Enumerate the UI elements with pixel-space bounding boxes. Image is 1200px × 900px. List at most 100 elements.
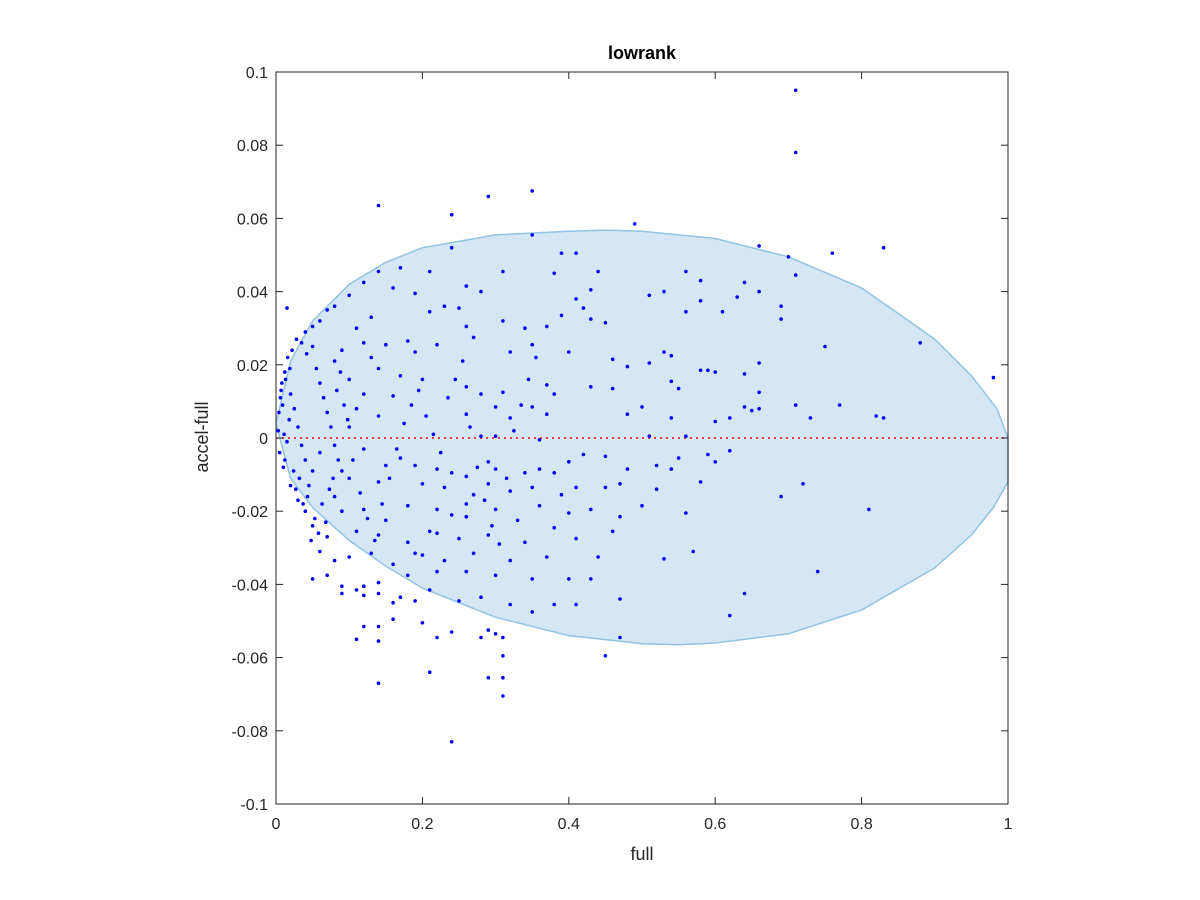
data-point [742,280,747,285]
x-tick-label: 0.8 [850,816,872,833]
data-point [449,740,454,744]
data-point [347,476,352,481]
data-point [881,416,886,420]
data-point [283,370,287,374]
data-point [486,533,491,537]
y-axis: -0.1 -0.08 -0.06 -0.04 -0.02 0 0.02 0.04 0.06 0.0… [232,65,1008,814]
x-tick-label: 0 [272,816,281,833]
data-point [413,599,417,603]
data-point [779,304,783,309]
data-point [504,476,509,481]
data-point [610,357,615,362]
data-point [640,405,644,409]
data-point [508,489,512,493]
data-point [567,511,571,515]
data-point [574,297,578,301]
data-point [464,284,469,288]
data-point [603,320,608,325]
data-point [713,370,717,374]
data-point [391,600,395,605]
data-point [676,386,681,391]
data-point [479,434,483,439]
data-point [376,414,381,418]
data-point [676,456,681,460]
data-point [508,416,512,420]
data-point [391,394,395,398]
data-point [307,483,311,488]
data-point [545,324,549,329]
data-point [427,670,432,674]
data-point [654,463,659,468]
data-point [384,463,388,468]
data-point [508,602,512,607]
data-point [424,414,428,418]
data-point [618,482,622,486]
data-point [501,269,505,274]
data-point [316,531,321,535]
data-point [340,469,344,473]
data-point [376,591,381,596]
data-point [545,412,549,417]
data-point [501,390,505,395]
data-point [332,558,337,563]
data-point [301,502,305,506]
data-point [384,518,388,523]
data-point [618,635,622,640]
data-point [338,370,343,374]
data-point [991,375,996,380]
data-point [320,502,324,506]
data-point [310,469,315,473]
data-point [552,525,556,530]
data-point [435,531,439,535]
data-point [281,465,286,470]
y-tick-label: 0 [259,431,268,448]
y-tick-label: 0.04 [237,285,268,302]
data-point [779,494,783,499]
data-point [464,385,469,389]
data-point [497,542,502,546]
data-point [567,350,571,354]
data-point [398,266,403,270]
data-point [438,450,443,455]
data-point [786,254,791,259]
data-point [297,476,302,481]
data-point [493,467,498,471]
data-point [512,428,516,433]
data-point [713,460,717,464]
data-point [416,388,421,393]
data-point [332,359,337,363]
data-point [369,355,374,360]
data-point [545,383,549,387]
data-point [508,558,512,563]
data-point [654,487,659,492]
data-point [552,471,556,475]
data-point [354,529,359,534]
data-point [277,410,281,415]
data-point [625,412,630,417]
data-point [757,406,761,411]
data-point [581,452,586,457]
data-point [376,269,381,274]
y-tick-label: -0.08 [232,724,269,741]
data-point [285,306,289,310]
data-point [296,425,300,429]
data-point [475,465,480,470]
data-point [808,416,813,420]
data-point [420,377,425,382]
y-tick-label: -0.1 [240,797,268,814]
data-point [589,507,593,512]
data-point [501,319,505,323]
data-point [486,194,491,199]
data-point [574,251,578,255]
data-point [325,308,330,312]
data-point [449,630,454,634]
data-point [523,326,527,331]
data-point [515,518,520,523]
x-tick-label: 0.6 [704,816,726,833]
data-point [303,458,308,462]
data-point [552,271,556,276]
data-point [406,540,410,545]
data-points [276,88,996,744]
data-point [574,536,578,541]
data-point [427,588,432,592]
